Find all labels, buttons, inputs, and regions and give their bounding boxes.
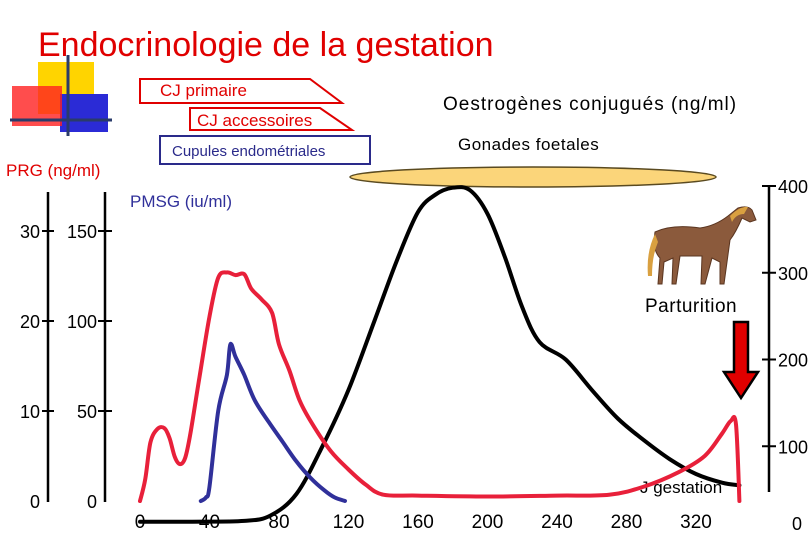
- pmsg-ticks: 0 50 100 150: [67, 222, 112, 512]
- down-arrow-icon: [721, 320, 761, 401]
- pmsg-tick-label: 100: [67, 312, 97, 332]
- oestrogenes-ticks: 0 100 200 300 400: [762, 177, 808, 534]
- x-tick-label: 240: [541, 512, 573, 533]
- x-tick-label: 160: [402, 512, 434, 533]
- cj-accessoires-label: CJ accessoires: [197, 111, 312, 130]
- prg-tick-label: 20: [20, 312, 40, 332]
- x-tick-label: 120: [333, 512, 365, 533]
- prg-axis-title: PRG (ng/ml): [6, 161, 100, 180]
- pmsg-line: [198, 341, 347, 503]
- page-title: Endocrinologie de la gestation: [38, 26, 494, 64]
- cj-primaire-label: CJ primaire: [160, 81, 247, 100]
- gonades-label: Gonades foetales: [458, 135, 599, 154]
- oestrogenes-tick-label: 100: [778, 437, 808, 457]
- series-layer: [138, 185, 742, 524]
- prg-tick-label: 0: [30, 492, 40, 512]
- oestrogenes-tick-label: 0: [792, 514, 802, 534]
- x-tick-label: 320: [680, 512, 712, 533]
- progesterone-line: [138, 270, 742, 503]
- parturition-label: Parturition: [645, 296, 737, 317]
- x-tick-label: 80: [268, 512, 289, 533]
- oestrogenes-tick-label: 200: [778, 351, 808, 371]
- x-tick-label: 280: [611, 512, 643, 533]
- oestrogenes-tick-label: 300: [778, 264, 808, 284]
- x-axis-ticks: 0 40 80 120 160 200 240 280 320: [135, 512, 712, 533]
- pmsg-tick-label: 150: [67, 222, 97, 242]
- gonades-ellipse: [349, 166, 717, 188]
- prg-ticks: 0 10 20 30: [20, 222, 54, 512]
- colored-squares-icon: [10, 55, 112, 136]
- horse-icon: [647, 206, 757, 285]
- pmsg-axis-title: PMSG (iu/ml): [130, 192, 232, 211]
- x-axis-title: J gestation: [640, 478, 722, 497]
- x-tick-label: 200: [472, 512, 504, 533]
- prg-tick-label: 10: [20, 402, 40, 422]
- oestrogenes-line: [138, 185, 742, 524]
- oestrogenes-tick-label: 400: [778, 177, 808, 197]
- cupules-label: Cupules endométriales: [172, 143, 325, 160]
- pmsg-tick-label: 0: [87, 492, 97, 512]
- cupules-box: Cupules endométriales: [159, 135, 371, 165]
- cj-primaire-box: CJ primaire: [139, 78, 345, 104]
- pmsg-tick-label: 50: [77, 402, 97, 422]
- oestrogenes-axis-title: Oestrogènes conjugués (ng/ml): [443, 94, 737, 115]
- cj-accessoires-box: CJ accessoires: [189, 107, 356, 131]
- prg-tick-label: 30: [20, 222, 40, 242]
